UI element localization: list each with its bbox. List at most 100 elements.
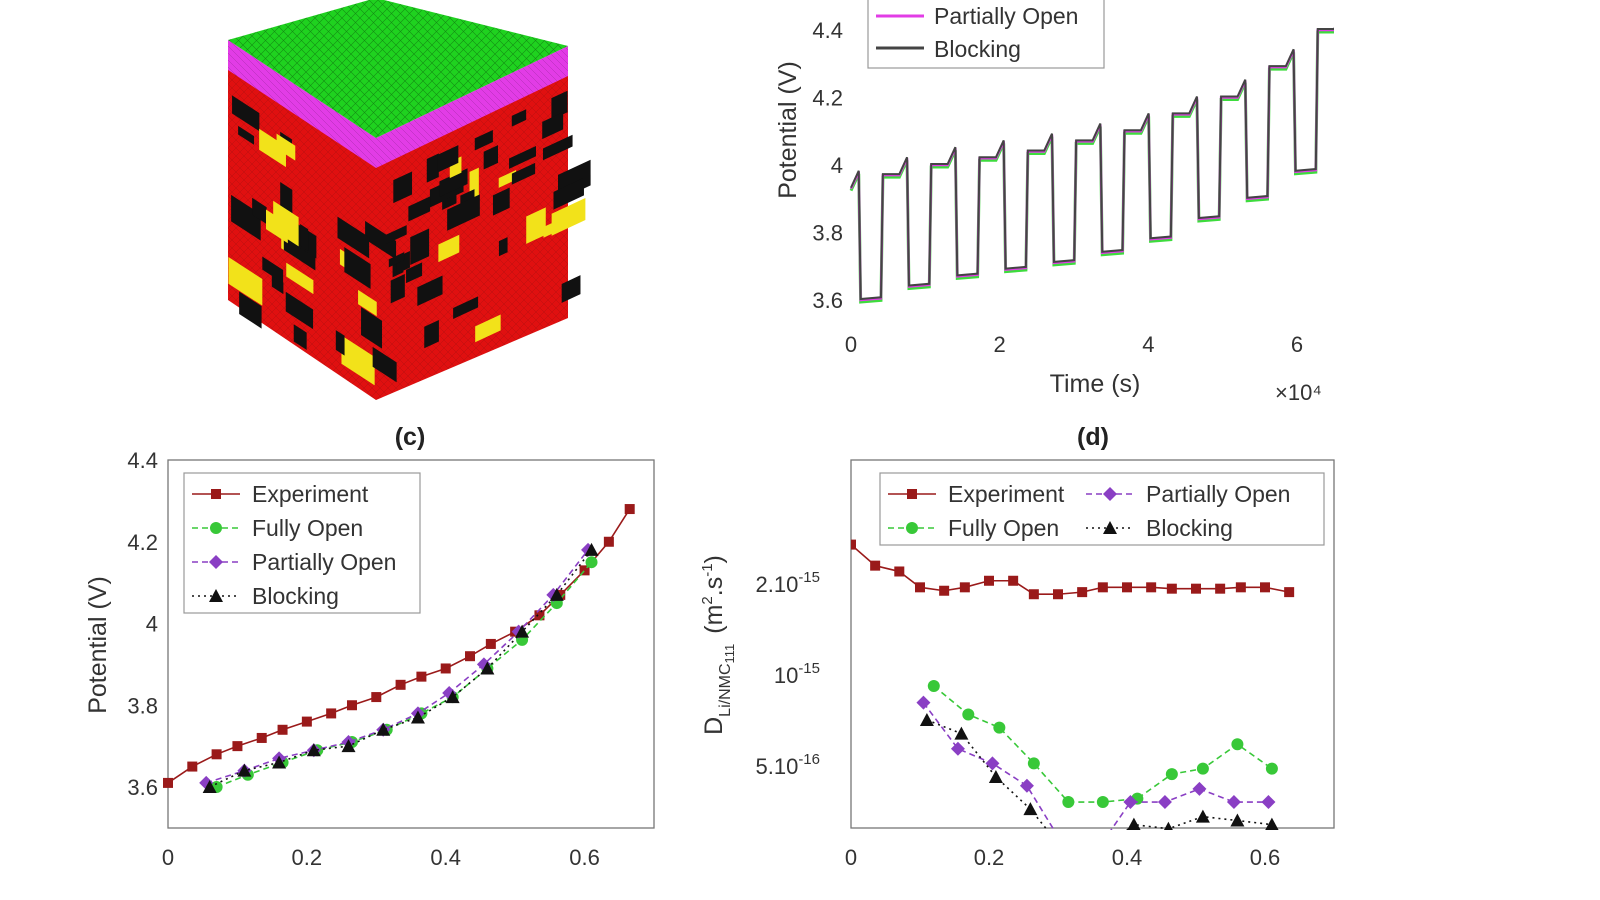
c-point-experiment bbox=[440, 663, 451, 674]
c-legend-marker-blocking bbox=[209, 589, 223, 602]
cube-pore bbox=[238, 125, 255, 145]
d-point-partially-open bbox=[916, 695, 931, 710]
c-point-experiment bbox=[395, 679, 406, 690]
cube-pore bbox=[410, 228, 430, 265]
cube-pore bbox=[344, 247, 371, 289]
cube-pore bbox=[232, 95, 260, 132]
b-ytick-label: 4.2 bbox=[812, 86, 843, 111]
b-series-lines bbox=[849, 26, 1334, 304]
b-xtick-label: 2 bbox=[994, 332, 1006, 357]
d-point-blocking bbox=[1092, 845, 1106, 858]
d-point-partially-open bbox=[1261, 795, 1276, 810]
d-point-fully-open bbox=[1165, 768, 1178, 781]
b-ytick-label: 3.8 bbox=[812, 221, 843, 246]
d-axis-ticks: 0 0.2 0.4 0.6 2.10-15 10-15 5.10-16 bbox=[755, 569, 1280, 870]
d-point-fully-open bbox=[1196, 762, 1209, 775]
b-xtick-label: 6 bbox=[1291, 332, 1303, 357]
c-point-experiment bbox=[579, 565, 590, 576]
d-xtick-label: 0 bbox=[845, 845, 857, 870]
c-point-experiment bbox=[211, 749, 222, 760]
c-legend-marker-experiment bbox=[211, 489, 221, 499]
cube-pore bbox=[483, 145, 499, 170]
b-ytick-label: 3.6 bbox=[812, 288, 843, 313]
d-point-blocking bbox=[1195, 809, 1210, 823]
c-legend-partially-open: Partially Open bbox=[252, 549, 396, 575]
d-legend-partially-open: Partially Open bbox=[1146, 481, 1290, 507]
b-ytick-label: 4.4 bbox=[812, 18, 843, 43]
cube-pore bbox=[561, 275, 581, 303]
c-point-blocking bbox=[202, 780, 217, 793]
d-point-partially-open bbox=[985, 756, 1000, 771]
d-point-experiment bbox=[1191, 583, 1201, 594]
d-legend-blocking: Blocking bbox=[1146, 515, 1233, 541]
c-point-experiment bbox=[301, 716, 312, 727]
d-point-blocking bbox=[1230, 813, 1245, 827]
c-point-experiment bbox=[163, 777, 173, 788]
c-point-experiment bbox=[232, 741, 243, 752]
c-legend-blocking: Blocking bbox=[252, 583, 339, 609]
cube-pore bbox=[271, 275, 284, 295]
cube-pore bbox=[439, 168, 468, 198]
c-legend-experiment: Experiment bbox=[252, 481, 369, 507]
b-axis-ticks: 0 2 4 6 3.6 3.8 4 4.2 4.4 bbox=[812, 18, 1303, 357]
cube-carbon-particle bbox=[266, 209, 288, 244]
cube-pore bbox=[553, 177, 584, 210]
d-line-blocking bbox=[926, 719, 1272, 830]
d-point-fully-open bbox=[1231, 738, 1244, 751]
cube-pore bbox=[551, 90, 568, 120]
c-ytick-label: 4 bbox=[146, 612, 158, 637]
d-point-experiment bbox=[894, 566, 905, 577]
c-point-experiment bbox=[326, 708, 337, 719]
cube-separator-left bbox=[228, 40, 376, 168]
cube-pore bbox=[335, 330, 345, 356]
c-point-experiment bbox=[534, 610, 545, 621]
c-ytick-label: 3.8 bbox=[127, 693, 158, 718]
cube-pore bbox=[426, 153, 439, 183]
c-series bbox=[163, 504, 635, 793]
c-point-experiment bbox=[346, 700, 357, 711]
cube-pore bbox=[417, 275, 443, 307]
cube-pore bbox=[406, 262, 423, 284]
c-point-experiment bbox=[187, 761, 198, 772]
cube-pore bbox=[498, 237, 508, 257]
d-xtick-label: 0.2 bbox=[974, 845, 1005, 870]
cube-pore bbox=[437, 145, 459, 173]
d-point-experiment bbox=[1166, 583, 1177, 594]
d-ylabel-text: DLi/NMC111(m2.s-1) bbox=[699, 555, 737, 735]
c-point-blocking bbox=[376, 722, 391, 736]
d-point-experiment bbox=[984, 575, 994, 586]
cube-pore bbox=[492, 187, 510, 216]
d-point-experiment bbox=[1028, 589, 1039, 600]
b-xtick-label: 4 bbox=[1142, 332, 1154, 357]
c-point-experiment bbox=[465, 651, 476, 662]
d-point-experiment bbox=[870, 560, 881, 571]
c-point-experiment bbox=[256, 732, 267, 743]
d-ytick-label: 2.10-15 bbox=[755, 569, 820, 597]
d-legend: Experiment Partially Open Fully Open Blocki… bbox=[879, 472, 1325, 546]
d-ylabel: DLi/NMC111(m2.s-1) bbox=[699, 555, 737, 735]
cube-carbon-particle bbox=[341, 335, 375, 386]
d-xtick-label: 0.6 bbox=[1250, 845, 1281, 870]
b-x-multiplier: ×10⁴ bbox=[1275, 380, 1322, 405]
c-point-blocking bbox=[306, 743, 321, 757]
d-point-blocking bbox=[1163, 821, 1173, 830]
d-point-partially-open bbox=[1089, 845, 1103, 859]
d-point-experiment bbox=[915, 582, 925, 593]
d-point-partially-open bbox=[1192, 781, 1207, 796]
cube-pore bbox=[231, 194, 261, 241]
cube-pore bbox=[337, 216, 370, 259]
d-title: (d) bbox=[1077, 423, 1109, 451]
c-xtick-label: 0.4 bbox=[430, 845, 461, 870]
d-point-partially-open bbox=[1226, 795, 1241, 810]
d-point-fully-open bbox=[1096, 796, 1109, 809]
b-legend-blocking: Blocking bbox=[934, 36, 1021, 62]
cube-pore bbox=[511, 162, 536, 185]
d-point-partially-open bbox=[1157, 795, 1172, 810]
cube-pore bbox=[424, 319, 439, 349]
c-point-blocking bbox=[237, 763, 252, 777]
c-point-blocking bbox=[341, 739, 356, 753]
d-point-experiment bbox=[1146, 582, 1157, 593]
cube-pore bbox=[285, 291, 314, 330]
cube-pore bbox=[385, 225, 407, 245]
